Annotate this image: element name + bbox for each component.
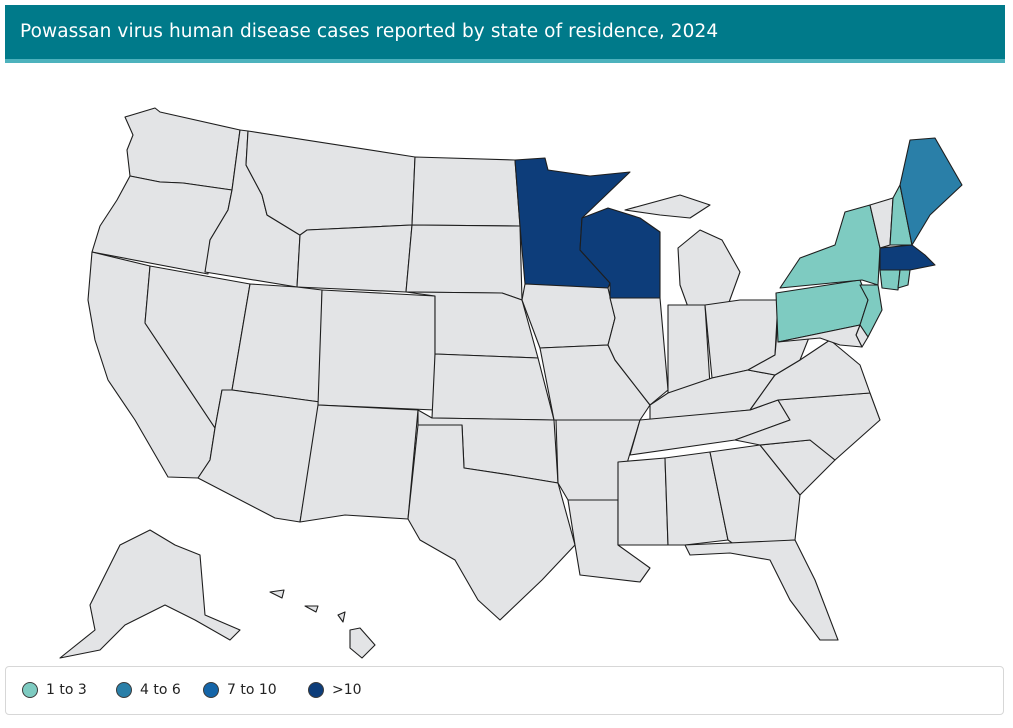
state-illinois[interactable] xyxy=(607,297,669,406)
state-hawaii[interactable] xyxy=(269,589,376,659)
legend-label: 7 to 10 xyxy=(227,682,277,698)
legend: 1 to 3 4 to 6 7 to 10 >10 xyxy=(5,666,1004,715)
legend-label: >10 xyxy=(332,682,362,698)
state-massachusetts[interactable] xyxy=(879,244,936,271)
legend-label: 4 to 6 xyxy=(140,682,181,698)
legend-label: 1 to 3 xyxy=(46,682,87,698)
title-bar: Powassan virus human disease cases repor… xyxy=(5,5,1005,63)
state-rhode-island[interactable] xyxy=(897,269,911,289)
state-washington[interactable] xyxy=(124,107,241,191)
state-wyoming[interactable] xyxy=(296,224,413,293)
legend-item-4-to-6[interactable]: 4 to 6 xyxy=(116,682,181,698)
state-indiana[interactable] xyxy=(667,304,711,394)
state-new-mexico[interactable] xyxy=(299,404,419,523)
state-north-dakota[interactable] xyxy=(411,156,521,227)
state-new-york[interactable] xyxy=(779,204,881,289)
legend-item-7-to-10[interactable]: 7 to 10 xyxy=(203,682,277,698)
state-connecticut[interactable] xyxy=(879,269,901,291)
state-maryland[interactable] xyxy=(777,324,863,348)
state-maine[interactable] xyxy=(899,137,963,246)
state-alaska[interactable] xyxy=(59,529,241,659)
state-iowa[interactable] xyxy=(521,283,616,349)
state-north-carolina[interactable] xyxy=(734,392,881,461)
legend-swatch xyxy=(308,682,324,698)
state-alabama[interactable] xyxy=(664,451,729,546)
page-title: Powassan virus human disease cases repor… xyxy=(20,21,719,42)
state-south-dakota[interactable] xyxy=(405,224,523,301)
state-colorado[interactable] xyxy=(317,289,436,411)
state-michigan[interactable] xyxy=(624,194,741,308)
legend-swatch xyxy=(22,682,38,698)
legend-swatch xyxy=(116,682,132,698)
legend-swatch xyxy=(203,682,219,698)
state-texas[interactable] xyxy=(407,424,576,621)
legend-item-1-to-3[interactable]: 1 to 3 xyxy=(22,682,87,698)
state-mississippi[interactable] xyxy=(617,457,669,546)
state-florida[interactable] xyxy=(684,539,839,641)
state-kansas[interactable] xyxy=(431,353,555,421)
legend-item-over-10[interactable]: >10 xyxy=(308,682,362,698)
